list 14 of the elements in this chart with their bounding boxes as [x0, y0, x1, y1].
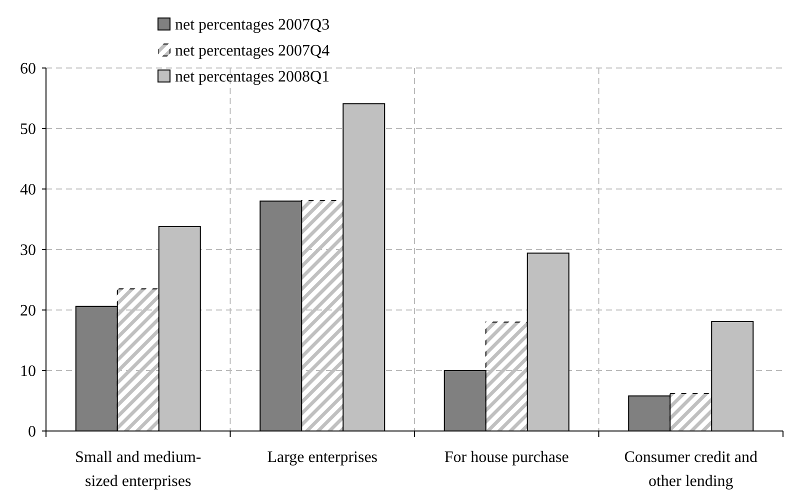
x-tick-label: Consumer credit and other lending: [624, 449, 758, 490]
y-tick-label: 10: [20, 363, 36, 380]
y-tick-label: 20: [20, 302, 36, 320]
y-tick-label: 60: [20, 60, 36, 78]
x-tick-label: For house purchase: [444, 449, 569, 466]
x-tick-label: Large enterprises: [267, 449, 378, 466]
y-tick-label: 50: [20, 121, 36, 138]
x-tick-label: Small and medium-sized enterprises: [75, 449, 202, 490]
legend-label: net percentages 2007Q3: [175, 16, 330, 34]
y-tick-label: 0: [28, 424, 36, 441]
y-tick-label: 40: [20, 182, 36, 199]
y-tick-label: 30: [20, 242, 36, 260]
legend-label: net percentages 2007Q4: [175, 42, 330, 60]
legend-label: net percentages 2008Q1: [175, 68, 330, 86]
